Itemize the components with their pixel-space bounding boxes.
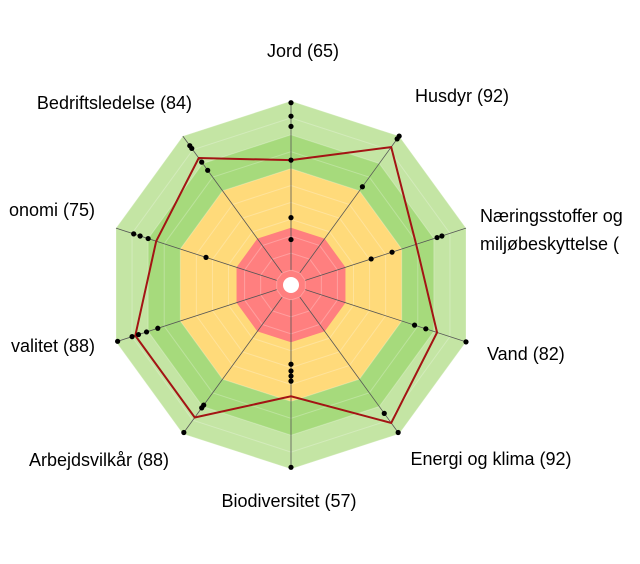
axis-label: Bedriftsledelse (84) [37, 93, 192, 113]
score-dot [201, 402, 207, 408]
score-dot [439, 233, 445, 239]
score-dot [395, 429, 401, 436]
score-dot [423, 326, 429, 332]
score-dot [181, 429, 187, 436]
axis-line [182, 296, 283, 435]
axis-label: onomi (75) [9, 200, 95, 220]
axis-label: Biodiversitet (57) [221, 491, 356, 511]
score-dot [131, 231, 137, 237]
score-dot [411, 322, 418, 328]
axis-label: Jord (65) [267, 41, 339, 61]
center-hole [283, 277, 299, 293]
score-dot [288, 113, 294, 119]
axis-label: Næringsstoffer og [480, 206, 623, 226]
score-dot [288, 373, 294, 379]
axis-label: miljøbeskyttelse ( [480, 234, 619, 254]
score-dot [288, 123, 294, 129]
score-dot [394, 136, 400, 142]
score-dot [143, 329, 150, 335]
score-dot [381, 410, 387, 416]
score-dot [463, 339, 469, 345]
series-line [134, 145, 439, 425]
axis-label: Arbejdsvilkår (88) [29, 450, 169, 470]
score-dot [434, 234, 440, 241]
score-dot [389, 249, 395, 255]
score-dot [155, 325, 161, 331]
axis-label: Energi og klima (92) [410, 449, 571, 469]
score-dot [199, 159, 205, 165]
score-dot [189, 145, 195, 152]
score-dot [205, 167, 211, 173]
score-dot [288, 368, 294, 374]
score-dot [288, 378, 294, 384]
score-dot [288, 157, 294, 163]
score-dot [145, 235, 151, 242]
axis-label: Husdyr (92) [415, 86, 509, 106]
axis-line [305, 289, 467, 343]
score-dot [288, 464, 294, 470]
axis-line [115, 227, 277, 281]
score-dot [359, 184, 365, 190]
score-dot [288, 236, 294, 243]
axis-label: Vand (82) [487, 344, 565, 364]
score-dot [288, 215, 294, 221]
score-dot [129, 334, 135, 340]
axis-line [115, 289, 277, 343]
axis-line [299, 296, 400, 435]
score-dot [288, 100, 294, 106]
score-dot [137, 233, 143, 239]
score-dot [288, 361, 294, 367]
axis-label: valitet (88) [11, 336, 95, 356]
score-dot [115, 338, 121, 344]
score-dot [368, 256, 374, 262]
score-dot [135, 331, 142, 338]
score-dot [203, 254, 209, 260]
axis-line [299, 135, 400, 274]
